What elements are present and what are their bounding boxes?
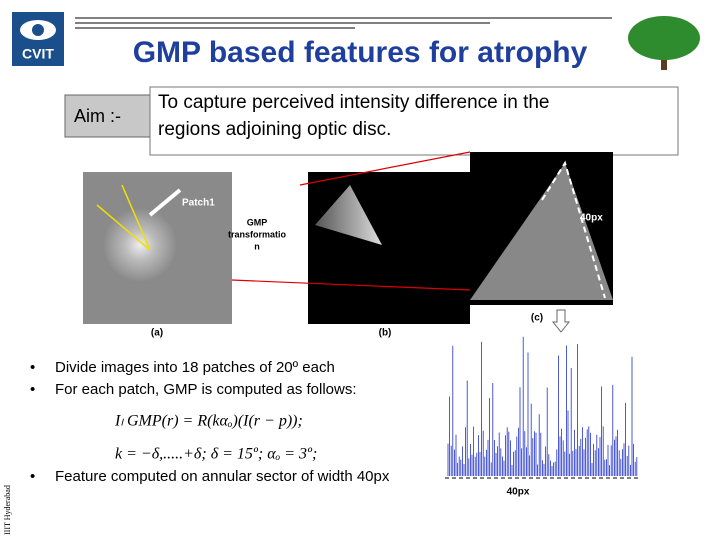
patch-label: Patch1	[182, 198, 215, 209]
bullet-text: Feature computed on annular sector of wi…	[55, 468, 390, 485]
aim-text: To capture perceived intensity differenc…	[158, 92, 550, 113]
tree-crown	[628, 16, 700, 60]
patch-lines	[96, 184, 151, 251]
signal-plot	[447, 336, 638, 476]
transform-label: n	[254, 241, 260, 251]
aim-label-box	[64, 94, 151, 138]
side-label: IIIT Hyderabad	[3, 485, 12, 535]
aim-label: Aim :-	[74, 106, 121, 126]
patch-wedge	[315, 185, 382, 245]
width-label: 40px	[580, 213, 603, 224]
bullet-text: Divide images into 18 patches of 20º eac…	[55, 359, 335, 376]
gmp-wedge	[470, 163, 613, 300]
transform-label: GMP	[247, 217, 268, 227]
transform-label: transformatio	[228, 229, 287, 239]
logo-text: CVIT	[22, 46, 54, 62]
title: GMP based features for atrophy	[133, 36, 588, 69]
bullet: •	[30, 359, 35, 376]
down-arrow	[551, 309, 571, 333]
signal-spikes	[447, 336, 638, 476]
caption: (b)	[379, 328, 392, 339]
patch-arrow	[148, 188, 182, 217]
formula: k = −δ,.....+δ; δ = 15º; αₒ = 3º;	[115, 446, 317, 463]
formula: Iₗ GMP(r) = R(kαₒ)(I(r − p));	[114, 413, 303, 430]
caption: (c)	[531, 313, 543, 324]
patch-image	[308, 172, 470, 324]
bullet: •	[30, 468, 35, 485]
bullet-text: For each patch, GMP is computed as follo…	[55, 381, 357, 398]
connect-lines	[231, 151, 471, 291]
aim-box	[149, 86, 679, 156]
logo-pupil	[32, 24, 44, 36]
gmp-border	[541, 160, 606, 299]
caption: (a)	[151, 328, 163, 339]
plot-label: 40px	[507, 487, 530, 498]
aim-text: regions adjoining optic disc.	[158, 119, 391, 140]
bullet: •	[30, 381, 35, 398]
